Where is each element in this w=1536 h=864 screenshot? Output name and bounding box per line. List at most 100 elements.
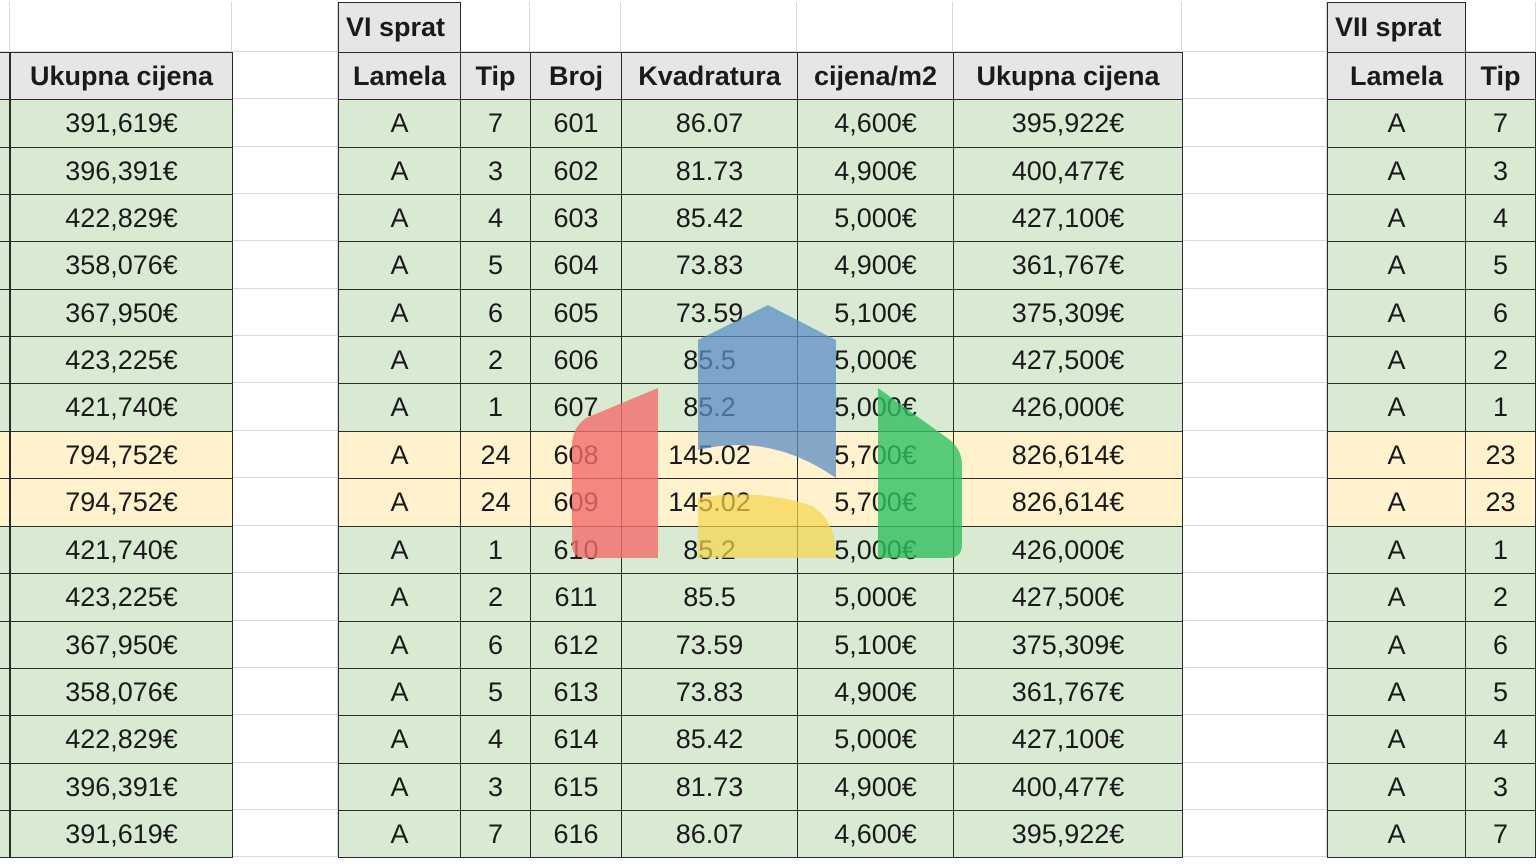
table-cell[interactable]: A <box>1327 336 1466 384</box>
table-cell[interactable]: A <box>1327 621 1466 669</box>
grid-cell[interactable] <box>1182 99 1327 147</box>
grid-cell[interactable] <box>232 478 338 526</box>
table-cell[interactable]: A <box>338 668 461 716</box>
table-cell[interactable] <box>0 241 10 290</box>
table-cell[interactable] <box>0 573 10 622</box>
table-cell[interactable]: 73.59 <box>621 621 798 669</box>
table-cell[interactable]: 81.73 <box>621 147 798 195</box>
table-cell[interactable] <box>0 621 10 669</box>
table-cell[interactable]: 826,614€ <box>953 478 1183 527</box>
table-cell[interactable]: 81.73 <box>621 763 798 811</box>
table-cell[interactable]: 4 <box>1465 715 1536 764</box>
table-cell[interactable]: 3 <box>1465 147 1536 195</box>
table-cell[interactable]: A <box>1327 383 1466 432</box>
table-cell[interactable]: 5,000€ <box>797 336 954 384</box>
table-cell[interactable]: 391,619€ <box>10 99 233 148</box>
grid-cell[interactable] <box>460 2 530 52</box>
table-cell[interactable]: 794,752€ <box>10 478 233 527</box>
table-cell[interactable]: 609 <box>530 478 622 527</box>
grid-cell[interactable] <box>1182 526 1327 573</box>
table-cell[interactable]: 5 <box>460 668 531 716</box>
table-cell[interactable]: 375,309€ <box>953 621 1183 669</box>
table-cell[interactable]: 395,922€ <box>953 99 1183 148</box>
table-cell[interactable] <box>0 336 10 384</box>
table-cell[interactable]: 612 <box>530 621 622 669</box>
table-cell[interactable]: 426,000€ <box>953 383 1183 432</box>
table-cell[interactable]: 7 <box>1465 810 1536 858</box>
table-cell[interactable]: 421,740€ <box>10 526 233 574</box>
table-cell[interactable]: A <box>338 526 461 574</box>
table-cell[interactable]: A <box>338 336 461 384</box>
table-cell[interactable]: 427,500€ <box>953 336 1183 384</box>
table-cell[interactable]: 3 <box>460 763 531 811</box>
table-cell[interactable]: 615 <box>530 763 622 811</box>
table-cell[interactable]: A <box>1327 526 1466 574</box>
grid-cell[interactable] <box>1182 289 1327 336</box>
table-cell[interactable]: 73.59 <box>621 289 798 337</box>
grid-cell[interactable] <box>232 431 338 478</box>
table-cell[interactable]: 6 <box>1465 621 1536 669</box>
table-cell[interactable]: 85.2 <box>621 526 798 574</box>
table-cell[interactable]: A <box>1327 715 1466 764</box>
table-cell[interactable]: 427,500€ <box>953 573 1183 622</box>
table-cell[interactable]: 367,950€ <box>10 621 233 669</box>
table-cell[interactable] <box>0 383 10 432</box>
grid-cell[interactable] <box>0 2 10 52</box>
table-cell[interactable]: 4,900€ <box>797 241 954 290</box>
table-cell[interactable]: 367,950€ <box>10 289 233 337</box>
table-cell[interactable]: 395,922€ <box>953 810 1183 858</box>
grid-cell[interactable] <box>232 573 338 621</box>
table-cell[interactable]: 400,477€ <box>953 763 1183 811</box>
table-cell[interactable]: A <box>1327 241 1466 290</box>
table-cell[interactable]: 602 <box>530 147 622 195</box>
table-cell[interactable]: 85.2 <box>621 383 798 432</box>
grid-cell[interactable] <box>1182 431 1327 478</box>
table-cell[interactable] <box>0 526 10 574</box>
table-cell[interactable] <box>0 99 10 148</box>
table-cell[interactable]: A <box>338 763 461 811</box>
table-cell[interactable]: A <box>1327 431 1466 479</box>
table-cell[interactable]: 613 <box>530 668 622 716</box>
table-cell[interactable]: A <box>1327 289 1466 337</box>
table-cell[interactable]: 361,767€ <box>953 668 1183 716</box>
table-cell[interactable] <box>0 715 10 764</box>
table-cell[interactable]: 2 <box>1465 573 1536 622</box>
table-cell[interactable]: A <box>338 573 461 622</box>
table-cell[interactable]: 421,740€ <box>10 383 233 432</box>
grid-cell[interactable] <box>1182 2 1327 52</box>
table-cell[interactable]: A <box>1327 194 1466 242</box>
table-cell[interactable]: A <box>1327 763 1466 811</box>
table-cell[interactable]: 2 <box>460 336 531 384</box>
table-cell[interactable]: 85.5 <box>621 573 798 622</box>
grid-cell[interactable] <box>953 2 1182 52</box>
grid-cell[interactable] <box>10 2 232 52</box>
table-cell[interactable]: 24 <box>460 431 531 479</box>
grid-cell[interactable] <box>1182 383 1327 431</box>
table-cell[interactable]: 23 <box>1465 431 1536 479</box>
grid-cell[interactable] <box>1465 2 1536 52</box>
table-cell[interactable]: 7 <box>460 810 531 858</box>
grid-cell[interactable] <box>232 763 338 810</box>
table-cell[interactable]: A <box>338 147 461 195</box>
table-cell[interactable]: 826,614€ <box>953 431 1183 479</box>
grid-cell[interactable] <box>1182 147 1327 194</box>
table-cell[interactable]: 145.02 <box>621 478 798 527</box>
table-cell[interactable]: 396,391€ <box>10 763 233 811</box>
table-cell[interactable] <box>0 431 10 479</box>
table-cell[interactable]: A <box>1327 668 1466 716</box>
table-cell[interactable]: 4,900€ <box>797 763 954 811</box>
grid-cell[interactable] <box>530 2 621 52</box>
table-cell[interactable]: 5 <box>1465 241 1536 290</box>
table-cell[interactable]: 3 <box>1465 763 1536 811</box>
table-cell[interactable]: 5,100€ <box>797 289 954 337</box>
grid-cell[interactable] <box>232 147 338 194</box>
table-cell[interactable]: A <box>1327 810 1466 858</box>
grid-cell[interactable] <box>797 2 953 52</box>
table-cell[interactable]: 603 <box>530 194 622 242</box>
table-cell[interactable]: 5 <box>1465 668 1536 716</box>
grid-cell[interactable] <box>232 289 338 336</box>
table-cell[interactable]: 7 <box>460 99 531 148</box>
table-cell[interactable]: 358,076€ <box>10 668 233 716</box>
table-cell[interactable]: 427,100€ <box>953 715 1183 764</box>
table-cell[interactable]: A <box>338 99 461 148</box>
